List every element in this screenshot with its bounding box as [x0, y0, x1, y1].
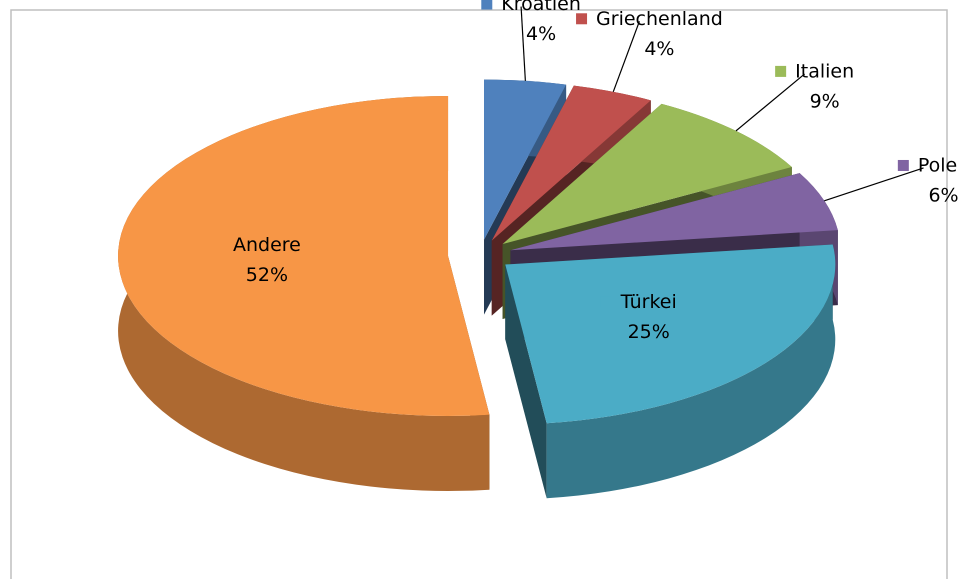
- data-label-value: 4%: [526, 23, 556, 45]
- legend-key: [481, 0, 493, 10]
- data-label-name: Polen: [918, 154, 958, 176]
- data-label-name: Andere: [233, 234, 301, 256]
- data-label-value: 6%: [928, 184, 958, 206]
- data-label-value: 4%: [644, 38, 674, 60]
- data-label-name: Kroatien: [501, 0, 581, 15]
- slice-wall: [505, 264, 547, 499]
- data-label-value: 9%: [810, 90, 840, 112]
- slice: [510, 173, 838, 251]
- data-label-name: Griechenland: [596, 8, 723, 30]
- slice: [502, 103, 792, 245]
- slice: [118, 95, 490, 416]
- legend-key: [212, 239, 224, 251]
- slice: [505, 244, 836, 424]
- legend-key: [775, 65, 787, 77]
- legend-key: [897, 159, 909, 171]
- leader-line: [735, 73, 806, 132]
- leader-line: [520, 6, 526, 81]
- data-label-value: 52%: [246, 264, 288, 286]
- data-label-name: Türkei: [620, 291, 677, 313]
- legend-key: [576, 13, 588, 25]
- slice-side: [546, 244, 836, 499]
- slice: [484, 79, 567, 240]
- data-label-name: Italien: [795, 60, 854, 82]
- data-label-value: 25%: [628, 321, 670, 343]
- leader-line: [824, 167, 924, 202]
- legend-key: [600, 296, 612, 308]
- slice: [491, 85, 651, 241]
- leader-line: [612, 21, 640, 93]
